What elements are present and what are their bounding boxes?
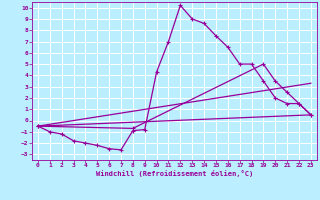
X-axis label: Windchill (Refroidissement éolien,°C): Windchill (Refroidissement éolien,°C) [96,170,253,177]
